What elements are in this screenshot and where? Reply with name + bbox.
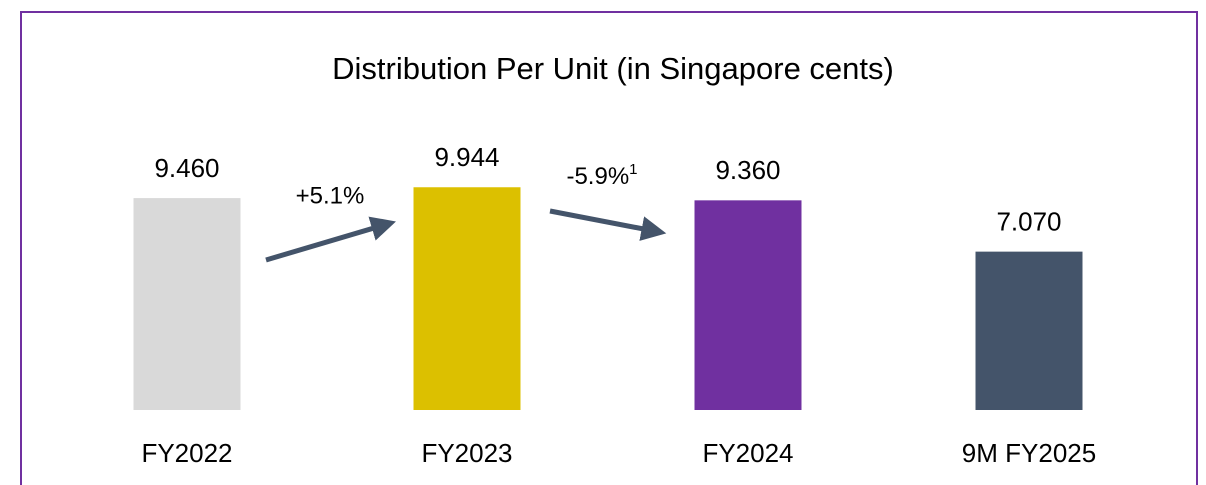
bar — [133, 198, 241, 410]
arrow — [265, 216, 396, 263]
value-label: 9.460 — [154, 153, 219, 183]
annotation: -5.9%1 — [566, 161, 637, 190]
chart-title: Distribution Per Unit (in Singapore cent… — [332, 51, 894, 86]
arrow — [549, 208, 667, 241]
bar — [413, 187, 521, 410]
annotation: +5.1% — [296, 182, 365, 209]
frame — [20, 11, 1198, 485]
x-tick-label: FY2022 — [141, 438, 232, 468]
x-tick-label: 9M FY2025 — [962, 438, 1096, 468]
annotation-text: -5.9% — [566, 163, 629, 190]
annotation-superscript: 1 — [629, 161, 637, 178]
x-tick-label: FY2024 — [702, 438, 793, 468]
value-label: 7.070 — [996, 207, 1061, 237]
value-label: 9.360 — [715, 155, 780, 185]
bar — [694, 200, 802, 410]
value-label: 9.944 — [434, 142, 499, 172]
bar — [975, 251, 1083, 410]
x-tick-label: FY2023 — [421, 438, 512, 468]
